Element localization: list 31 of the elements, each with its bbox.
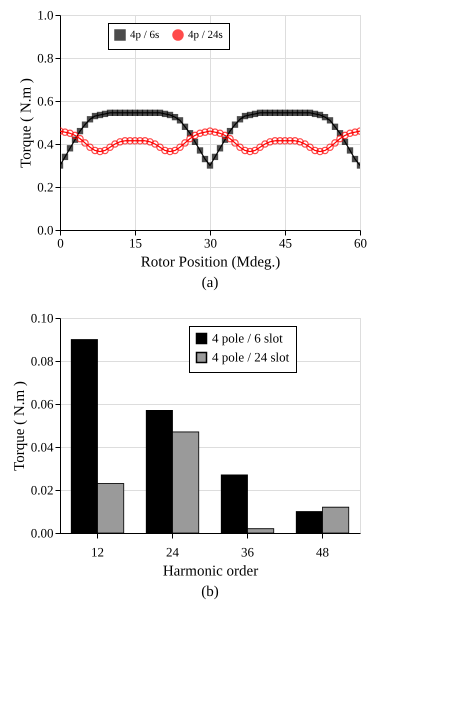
y-tick-label: 0.02 bbox=[30, 482, 54, 498]
legend-label: 4p / 24s bbox=[188, 29, 223, 41]
legend-label: 4 pole / 24 slot bbox=[212, 350, 290, 364]
y-tick-label: 0.10 bbox=[30, 310, 54, 326]
legend-label: 4 pole / 6 slot bbox=[212, 330, 284, 346]
legend-label: 4p / 6s bbox=[130, 29, 160, 41]
y-axis-title: Torque ( N.m ) bbox=[12, 381, 28, 471]
x-tick-label: 48 bbox=[316, 544, 329, 560]
y-tick-label: 0.2 bbox=[37, 180, 54, 194]
x-tick-label: 15 bbox=[129, 236, 142, 250]
x-axis-title: Rotor Position (Mdeg.) bbox=[140, 254, 280, 270]
y-tick-label: 0.6 bbox=[37, 94, 54, 108]
text: (b) bbox=[201, 584, 219, 600]
y-tick-label: 0.4 bbox=[37, 136, 54, 152]
text: (a) bbox=[202, 275, 218, 291]
y-tick-label: 0.8 bbox=[37, 50, 54, 66]
y-tick-label: 0.0 bbox=[37, 222, 54, 238]
y-tick-label: 0.08 bbox=[30, 354, 54, 368]
x-tick-label: 12 bbox=[91, 544, 104, 560]
y-tick-label: 0.04 bbox=[30, 440, 54, 454]
x-tick-label: 45 bbox=[279, 236, 292, 250]
y-tick-label: 0.06 bbox=[30, 396, 54, 412]
x-tick-label: 36 bbox=[241, 544, 254, 560]
x-tick-label: 24 bbox=[166, 544, 180, 560]
x-axis-title: Harmonic order bbox=[162, 564, 258, 580]
x-tick-label: 0 bbox=[57, 236, 64, 250]
y-axis-title: Torque ( N.m ) bbox=[18, 78, 34, 168]
y-tick-label: 0.00 bbox=[30, 526, 54, 540]
y-tick-label: 1.0 bbox=[37, 8, 54, 22]
x-tick-label: 30 bbox=[204, 236, 217, 250]
x-tick-label: 60 bbox=[354, 236, 367, 250]
